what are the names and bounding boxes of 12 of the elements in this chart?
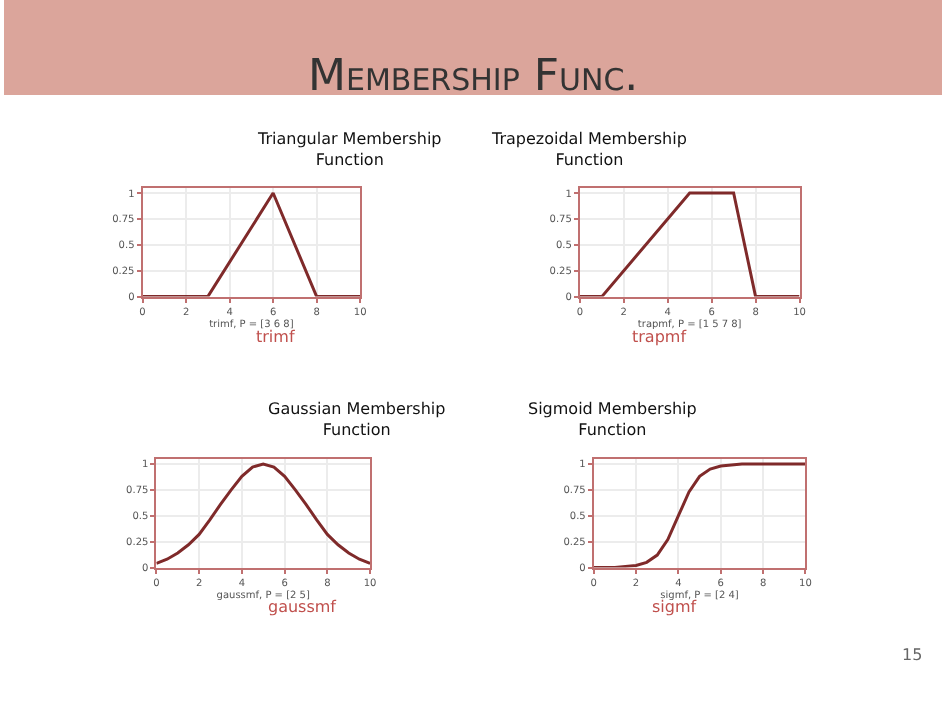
chart-title: Gaussian Membership Function bbox=[268, 400, 446, 439]
chart-title: Sigmoid Membership Function bbox=[528, 400, 697, 439]
text: 15 bbox=[902, 646, 923, 664]
chart-title: Triangular Membership Function bbox=[256, 130, 442, 169]
text: sigmf bbox=[652, 598, 697, 616]
text: gaussmf bbox=[268, 598, 337, 616]
chart-title: Trapezoidal Membership Function bbox=[490, 130, 687, 169]
line-series bbox=[156, 462, 371, 565]
text: trapmf bbox=[632, 328, 687, 346]
line-series bbox=[593, 462, 806, 568]
text: Membership Func. bbox=[308, 52, 639, 102]
text: trimf bbox=[256, 328, 295, 346]
